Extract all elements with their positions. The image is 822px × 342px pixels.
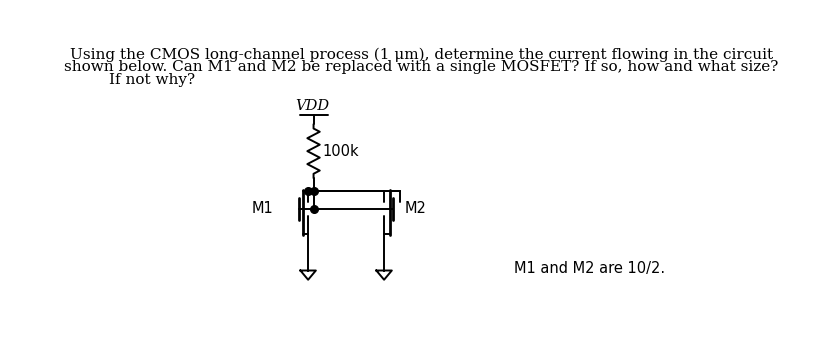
Text: shown below. Can M1 and M2 be replaced with a single MOSFET? If so, how and what: shown below. Can M1 and M2 be replaced w… bbox=[64, 60, 778, 74]
Text: M1 and M2 are 10/2.: M1 and M2 are 10/2. bbox=[514, 261, 665, 276]
Text: M2: M2 bbox=[405, 201, 427, 216]
Text: M1: M1 bbox=[252, 201, 273, 216]
Text: 100k: 100k bbox=[322, 144, 358, 159]
Text: Using the CMOS long-channel process (1 μm), determine the current flowing in the: Using the CMOS long-channel process (1 μ… bbox=[70, 47, 773, 62]
Text: VDD: VDD bbox=[295, 100, 329, 114]
Text: If not why?: If not why? bbox=[109, 74, 195, 87]
